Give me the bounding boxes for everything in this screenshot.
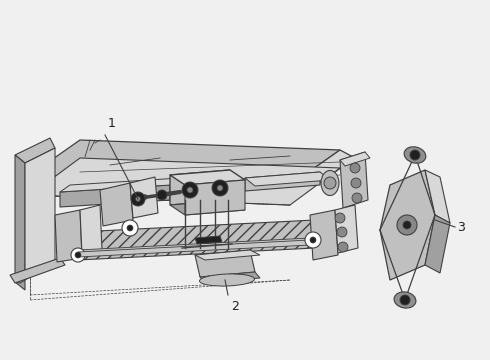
Polygon shape <box>78 220 315 260</box>
Polygon shape <box>185 180 245 215</box>
Circle shape <box>182 182 198 198</box>
Polygon shape <box>290 150 355 193</box>
Polygon shape <box>195 250 260 260</box>
Ellipse shape <box>404 147 426 163</box>
Circle shape <box>305 232 321 248</box>
Circle shape <box>75 252 81 258</box>
Polygon shape <box>425 170 450 223</box>
Polygon shape <box>78 240 310 257</box>
Polygon shape <box>380 170 435 280</box>
Circle shape <box>71 248 85 262</box>
Polygon shape <box>170 170 230 205</box>
Circle shape <box>410 150 420 160</box>
Polygon shape <box>15 138 55 163</box>
Circle shape <box>217 185 223 191</box>
Circle shape <box>351 178 361 188</box>
Text: 2: 2 <box>231 300 239 313</box>
Circle shape <box>131 192 145 206</box>
Polygon shape <box>30 158 340 205</box>
Polygon shape <box>195 250 255 277</box>
Polygon shape <box>15 260 55 283</box>
Circle shape <box>397 215 417 235</box>
Polygon shape <box>60 185 170 207</box>
Circle shape <box>187 187 193 193</box>
Polygon shape <box>80 205 102 255</box>
Polygon shape <box>25 148 55 275</box>
Circle shape <box>136 197 141 202</box>
Polygon shape <box>170 170 245 185</box>
Polygon shape <box>335 205 358 253</box>
Polygon shape <box>15 155 25 290</box>
Polygon shape <box>245 172 320 191</box>
Text: 3: 3 <box>457 220 465 234</box>
Polygon shape <box>200 272 260 283</box>
Circle shape <box>337 227 347 237</box>
Polygon shape <box>55 210 82 262</box>
Circle shape <box>400 295 410 305</box>
Polygon shape <box>10 258 65 283</box>
Polygon shape <box>195 236 222 244</box>
Circle shape <box>324 177 336 189</box>
Polygon shape <box>30 140 340 185</box>
Polygon shape <box>30 175 290 205</box>
Circle shape <box>127 225 133 231</box>
Circle shape <box>335 213 345 223</box>
Circle shape <box>403 221 411 229</box>
Circle shape <box>350 163 360 173</box>
Polygon shape <box>78 238 310 255</box>
Circle shape <box>338 242 348 252</box>
Polygon shape <box>130 177 158 218</box>
Polygon shape <box>340 152 368 208</box>
Polygon shape <box>170 200 245 215</box>
Polygon shape <box>340 152 370 166</box>
Polygon shape <box>100 183 133 226</box>
Circle shape <box>352 193 362 203</box>
Polygon shape <box>78 235 310 252</box>
Circle shape <box>157 190 167 200</box>
Ellipse shape <box>321 171 339 195</box>
Circle shape <box>212 180 228 196</box>
Polygon shape <box>60 178 180 192</box>
Circle shape <box>122 220 138 236</box>
Ellipse shape <box>199 274 254 286</box>
Ellipse shape <box>394 292 416 308</box>
Polygon shape <box>245 172 330 186</box>
Polygon shape <box>310 210 338 260</box>
Polygon shape <box>425 215 450 273</box>
Circle shape <box>310 237 316 243</box>
Text: 1: 1 <box>108 117 116 130</box>
